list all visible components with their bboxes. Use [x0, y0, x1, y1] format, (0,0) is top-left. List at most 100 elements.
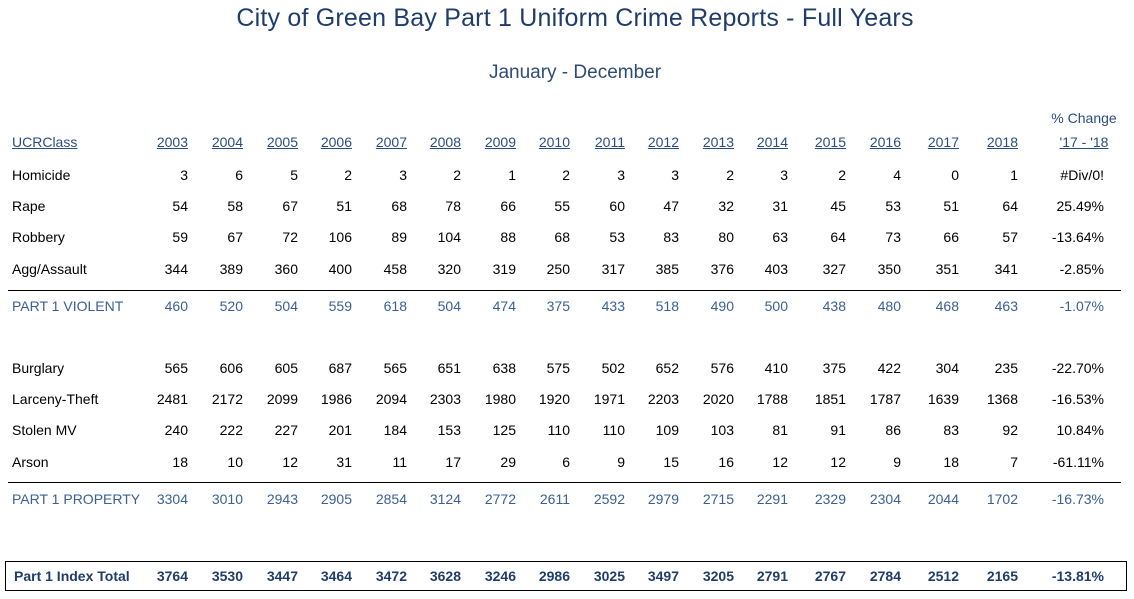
table-cell: 319: [492, 261, 516, 277]
subtotal-row-violent: PART 1 VIOLENT 460 520 504 559 618 504 4…: [0, 295, 1134, 319]
pct-change-cell: -2.85%: [1059, 261, 1104, 277]
total-label: Part 1 Index Total: [14, 568, 130, 584]
table-cell: 78: [445, 198, 461, 214]
subtotal-cell: 460: [164, 298, 188, 314]
table-cell: 458: [383, 261, 407, 277]
table-cell: 1: [1010, 167, 1018, 183]
table-cell: 89: [391, 229, 407, 245]
table-cell: 109: [655, 422, 679, 438]
report-subtitle: January - December: [488, 62, 662, 83]
pct-change-header-top: % Change: [1051, 110, 1117, 126]
column-header-year[interactable]: 2013: [702, 134, 734, 150]
table-cell: 103: [710, 422, 734, 438]
column-header-pct-change[interactable]: '17 - '18: [1059, 134, 1109, 150]
table-cell: 2: [453, 167, 461, 183]
pct-change-cell: -61.11%: [1052, 454, 1104, 470]
table-cell: 2094: [375, 391, 407, 407]
column-header-year[interactable]: 2014: [756, 134, 788, 150]
table-cell: 9: [617, 454, 625, 470]
table-cell: 88: [500, 229, 516, 245]
total-cell: 3497: [647, 568, 679, 584]
column-header-year[interactable]: 2016: [869, 134, 901, 150]
table-cell: 2020: [702, 391, 734, 407]
table-cell: 0: [951, 167, 959, 183]
table-cell: 240: [164, 422, 188, 438]
pct-change-cell: 10.84%: [1056, 422, 1104, 438]
table-cell: 18: [172, 454, 188, 470]
table-cell: 222: [219, 422, 243, 438]
column-header-year[interactable]: 2012: [647, 134, 679, 150]
section-divider: [8, 290, 1121, 291]
total-cell: 3464: [320, 568, 352, 584]
column-header-year[interactable]: 2017: [927, 134, 959, 150]
table-cell: 12: [282, 454, 298, 470]
subtotal-cell: 504: [274, 298, 298, 314]
subtotal-cell: 433: [601, 298, 625, 314]
column-header-ucr-class[interactable]: UCRClass: [12, 134, 78, 150]
column-header-year[interactable]: 2018: [986, 134, 1018, 150]
subtotal-cell: 518: [655, 298, 679, 314]
table-cell: 68: [391, 198, 407, 214]
table-cell: 1: [508, 167, 516, 183]
table-cell: 4: [893, 167, 901, 183]
table-cell: 2172: [211, 391, 243, 407]
table-cell: 2203: [647, 391, 679, 407]
table-cell: 67: [282, 198, 298, 214]
table-cell: 64: [1002, 198, 1018, 214]
column-header-year[interactable]: 2015: [814, 134, 846, 150]
row-label: Larceny-Theft: [12, 391, 99, 407]
table-cell: 55: [554, 198, 570, 214]
table-cell: 16: [718, 454, 734, 470]
table-cell: 80: [718, 229, 734, 245]
column-header-year[interactable]: 2009: [484, 134, 516, 150]
table-cell: 125: [492, 422, 516, 438]
table-cell: 375: [822, 360, 846, 376]
subtotal-cell: 2044: [927, 491, 959, 507]
table-cell: 2481: [156, 391, 188, 407]
total-cell: 2791: [756, 568, 788, 584]
table-cell: 68: [554, 229, 570, 245]
subtotal-cell: 438: [822, 298, 846, 314]
row-label: Stolen MV: [12, 422, 77, 438]
table-cell: 32: [718, 198, 734, 214]
column-header-year[interactable]: 2004: [211, 134, 243, 150]
table-cell: 104: [437, 229, 461, 245]
table-cell: 651: [437, 360, 461, 376]
column-header-year[interactable]: 2006: [320, 134, 352, 150]
table-cell: 376: [710, 261, 734, 277]
table-cell: 81: [772, 422, 788, 438]
column-header-year[interactable]: 2003: [156, 134, 188, 150]
table-cell: 575: [546, 360, 570, 376]
table-cell: 327: [822, 261, 846, 277]
table-cell: 91: [830, 422, 846, 438]
subtotal-cell: 2979: [647, 491, 679, 507]
column-header-year[interactable]: 2007: [375, 134, 407, 150]
subtotal-cell: 520: [219, 298, 243, 314]
column-header-year[interactable]: 2010: [538, 134, 570, 150]
table-cell: 110: [547, 422, 570, 438]
subtotal-label: PART 1 PROPERTY: [12, 491, 141, 507]
pct-change-cell: -22.70%: [1051, 360, 1104, 376]
total-cell: 3628: [429, 568, 461, 584]
table-cell: 5: [290, 167, 298, 183]
table-cell: 1787: [869, 391, 901, 407]
column-header-year[interactable]: 2005: [266, 134, 298, 150]
column-header-year[interactable]: 2008: [429, 134, 461, 150]
total-cell: 3530: [211, 568, 243, 584]
total-cell: 2986: [538, 568, 570, 584]
subtotal-cell: 474: [492, 298, 516, 314]
table-cell: 360: [274, 261, 298, 277]
table-row-homicide: Homicide 3 6 5 2 3 2 1 2 3 3 2 3 2 4 0 1…: [0, 164, 1134, 188]
table-cell: 1986: [320, 391, 352, 407]
table-cell: 1920: [538, 391, 570, 407]
total-cell: 2512: [927, 568, 959, 584]
row-label: Agg/Assault: [12, 261, 87, 277]
table-cell: 184: [383, 422, 407, 438]
table-cell: 31: [336, 454, 352, 470]
subtotal-cell: 3124: [429, 491, 461, 507]
table-cell: 1788: [756, 391, 788, 407]
total-cell: 2767: [814, 568, 846, 584]
table-cell: 92: [1002, 422, 1018, 438]
column-header-year[interactable]: 2011: [594, 134, 625, 150]
table-cell: 12: [830, 454, 846, 470]
